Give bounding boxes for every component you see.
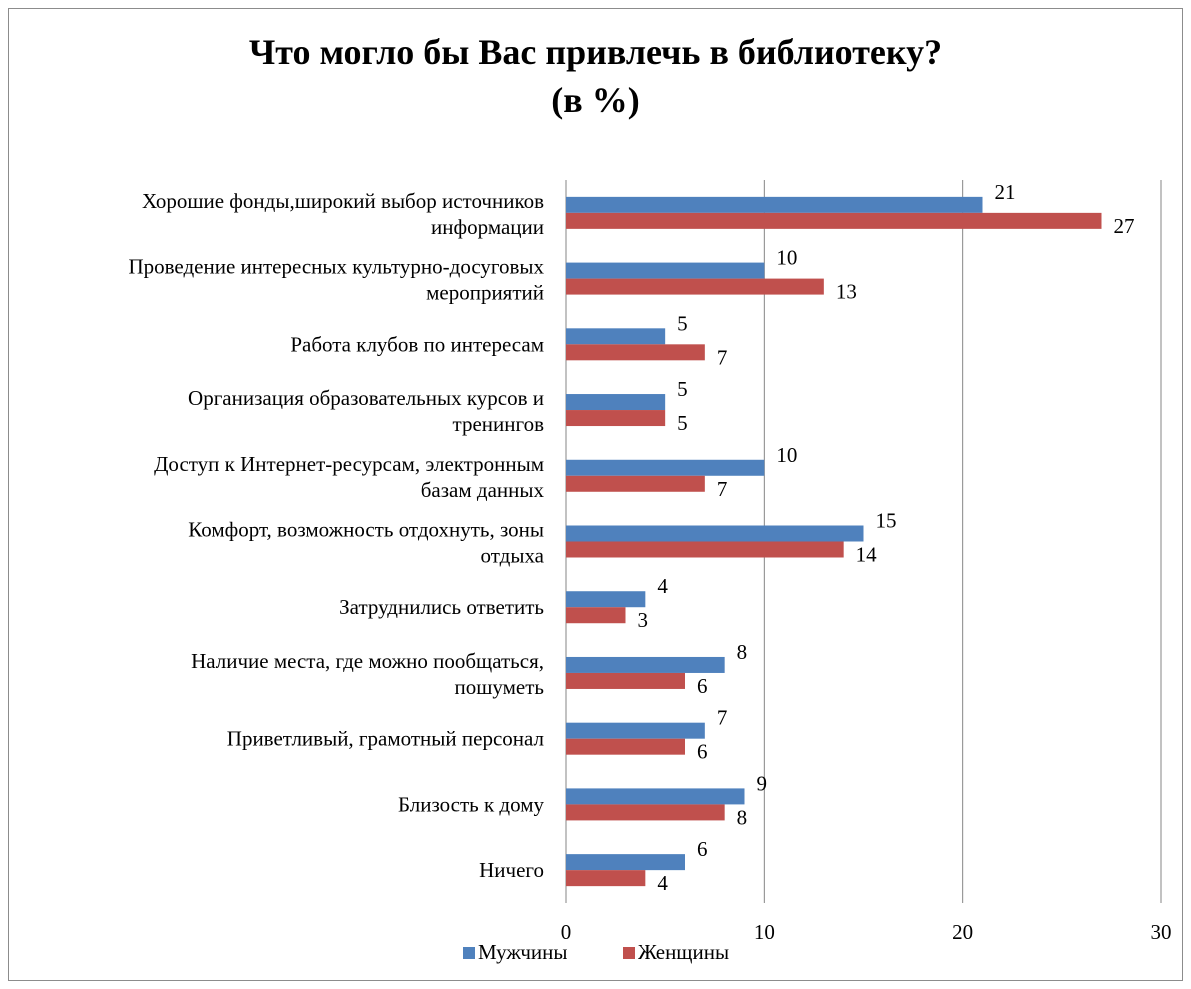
data-label: 6 [697,740,708,764]
bar-men [566,459,765,476]
bar-women [566,475,705,492]
category-label: пошуметь [455,675,545,699]
data-label: 4 [657,871,668,895]
bar-men [566,591,646,608]
bar-men [566,262,765,279]
bar-women [566,672,685,689]
data-label: 9 [757,771,768,795]
category-label: Близость к дому [398,792,545,816]
bar-men [566,854,685,871]
data-label: 6 [697,674,708,698]
bar-men [566,788,745,805]
bar-women [566,278,824,295]
chart-title: Что могло бы Вас привлечь в библиотеку? … [0,28,1191,124]
bars [566,196,1102,887]
bar-women [566,738,685,755]
category-label: Проведение интересных культурно-досуговы… [128,255,544,279]
bar-men [566,722,705,739]
bar-women [566,410,666,427]
data-label: 6 [697,837,708,861]
bar-men [566,196,983,213]
bar-men [566,656,725,673]
category-label: Хорошие фонды,широкий выбор источников [142,189,544,213]
bar-women [566,607,626,624]
legend-label: Мужчины [478,940,568,964]
x-tick-label: 30 [1151,920,1172,944]
data-label: 3 [638,608,649,632]
data-label: 10 [776,443,797,467]
x-tick-label: 20 [952,920,973,944]
data-label: 21 [995,180,1016,204]
bar-women [566,804,725,821]
data-label: 8 [737,640,748,664]
x-tick-label: 0 [561,920,572,944]
bar-men [566,394,666,411]
chart-title-line1: Что могло бы Вас привлечь в библиотеку? [248,32,943,72]
data-label: 7 [717,477,728,501]
data-label: 15 [876,509,897,533]
category-label: Наличие места, где можно пообщаться, [191,649,544,673]
category-label: тренингов [453,412,545,436]
category-label: Организация образовательных курсов и [188,386,544,410]
category-label: отдыха [481,544,545,568]
category-labels: Хорошие фонды,широкий выбор источниковин… [128,189,544,882]
category-label: Ничего [479,858,544,882]
bar-women [566,344,705,361]
category-label: мероприятий [426,281,544,305]
category-label: Доступ к Интернет-ресурсам, электронным [154,452,544,476]
category-label: информации [431,215,544,239]
data-label: 5 [677,311,688,335]
data-label: 13 [836,280,857,304]
legend-swatch [463,947,475,959]
category-label: Приветливый, грамотный персонал [227,727,544,751]
bar-men [566,328,666,345]
data-label: 7 [717,345,728,369]
bar-women [566,541,844,558]
data-label: 10 [776,246,797,270]
data-label: 5 [677,377,688,401]
legend-swatch [623,947,635,959]
data-label: 8 [737,805,748,829]
category-label: Затруднились ответить [339,595,544,619]
legend: Мужчины Женщины [463,940,729,964]
x-axis-ticks: 0 10 20 30 [561,920,1172,944]
data-label: 7 [717,706,728,730]
data-label: 14 [856,543,878,567]
category-label: Комфорт, возможность отдохнуть, зоны [188,518,544,542]
category-label: Работа клубов по интересам [290,332,544,356]
legend-label: Женщины [638,940,729,964]
data-label: 4 [657,574,668,598]
bar-men [566,525,864,542]
category-label: базам данных [421,478,545,502]
data-label: 5 [677,411,688,435]
chart-title-line2: (в %) [551,80,640,120]
data-label: 27 [1114,214,1135,238]
bar-women [566,870,646,887]
x-tick-label: 10 [754,920,775,944]
bar-women [566,212,1102,229]
